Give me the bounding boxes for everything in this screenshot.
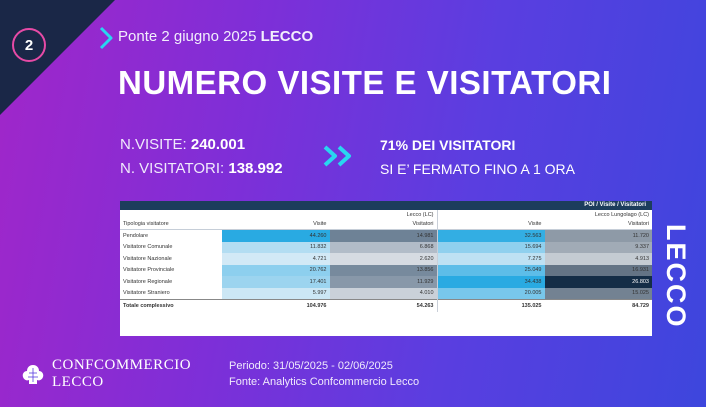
column-header-type: Tipologia visitatore	[120, 219, 222, 230]
row-label: Visitatore Nazionale	[123, 255, 172, 262]
table-cell-p1: 4.010	[329, 287, 437, 300]
total-label: Totale complessivo	[120, 299, 222, 312]
table-total-row: Totale complessivo 104.976 54.263 135.025 84…	[120, 299, 652, 312]
table-cell-v2: 7.275	[436, 253, 545, 265]
table-row: Pendolare 44.260 14.981 32.563 11.720	[120, 229, 652, 242]
table-cell-p1: 13.856	[329, 264, 437, 276]
headline-line2: SI E’ FERMATO FINO A 1 ORA	[380, 161, 576, 177]
table-cell-v1: 20.762	[222, 264, 330, 276]
column-header-visitatori: Visitatori	[544, 219, 652, 230]
table-row: Visitatore Comunale 11.832 6.868 15.694 9.33…	[120, 241, 652, 253]
side-city-label: LECCO	[661, 224, 691, 329]
visits-label: N.VISITE:	[120, 136, 187, 153]
total-cell-p2: 84.729	[544, 299, 652, 312]
visits-stat: N.VISITE: 240.001	[120, 133, 283, 157]
period-note: Periodo: 31/05/2025 - 02/06/2025	[229, 360, 393, 372]
row-label: Visitatore Comunale	[123, 244, 173, 251]
table-cell-v1: 11.832	[222, 241, 330, 253]
table-caption: POI / Visite / Visitatori	[120, 201, 652, 210]
visits-table-card: POI / Visite / Visitatori Lecco (LC) Lec…	[120, 201, 652, 336]
table-cell-p2: 16.931	[544, 264, 652, 276]
table-cell-v2: 25.049	[436, 264, 545, 276]
table-cell-v2: 15.694	[436, 241, 545, 253]
table-cell-p2: 15.025	[544, 287, 652, 300]
table-cell-p1: 6.868	[329, 241, 437, 253]
confcommercio-logo-icon	[22, 365, 44, 384]
page-title: NUMERO VISITE E VISITATORI	[118, 64, 612, 101]
table-row: Visitatore Regionale 17.401 11.929 34.438 26…	[120, 276, 652, 288]
visits-table: Lecco (LC) Lecco Lungolago (LC) Tipologi…	[120, 210, 652, 312]
table-cell-p2: 26.803	[544, 276, 652, 288]
subtitle-event: Ponte 2 giugno 2025	[118, 28, 257, 45]
visitors-label: N. VISITATORI:	[120, 160, 225, 177]
footer-notes: Periodo: 31/05/2025 - 02/06/2025 Fonte: …	[229, 358, 419, 390]
table-cell-p2: 9.337	[544, 241, 652, 253]
double-chevron-icon	[323, 145, 351, 167]
total-cell-v1: 104.976	[222, 299, 330, 312]
logo-line2: LECCO	[52, 374, 104, 390]
column-header-visite: Visite	[436, 219, 545, 230]
table-row: Visitatore Straniero 5.997 4.010 20.005 15.0…	[120, 287, 652, 300]
source-note: Fonte: Analytics Confcommercio Lecco	[229, 376, 420, 388]
slide-number-badge: 2	[12, 28, 46, 62]
table-row: Visitatore Provinciale 20.762 13.856 25.049…	[120, 264, 652, 276]
visitors-value: 138.992	[228, 160, 283, 177]
headline-block: 71% DEI VISITATORI SI E’ FERMATO FINO A …	[380, 133, 575, 181]
table-cell-p2: 4.913	[544, 253, 652, 265]
row-label: Visitatore Regionale	[123, 278, 173, 285]
row-label: Pendolare	[123, 232, 149, 239]
visits-value: 240.001	[190, 136, 246, 153]
table-cell-p1: 2.620	[329, 253, 437, 265]
table-cell-v1: 17.401	[222, 276, 330, 288]
table-cell-p2: 11.720	[544, 229, 652, 242]
slide-subtitle: Ponte 2 giugno 2025 LECCO	[118, 28, 313, 45]
logo-line1: CONFCOMMERCIO	[52, 357, 192, 373]
row-label: Visitatore Provinciale	[123, 267, 175, 274]
subtitle-city: LECCO	[260, 28, 314, 45]
table-cell-v1: 4.721	[222, 253, 330, 265]
group-header-lecco: Lecco (LC)	[406, 211, 434, 218]
table-row: Visitatore Nazionale 4.721 2.620 7.275 4.913	[120, 253, 652, 265]
headline-line1: 71% DEI VISITATORI	[380, 137, 516, 153]
table-cell-v1: 44.260	[222, 229, 330, 242]
table-cell-v2: 20.005	[436, 287, 545, 300]
total-cell-v2: 135.025	[436, 299, 545, 312]
table-cell-v2: 34.438	[436, 276, 545, 288]
confcommercio-logo: CONFCOMMERCIO LECCO	[52, 357, 191, 391]
column-header-visitatori: Visitatori	[329, 219, 437, 230]
table-cell-p1: 14.981	[329, 229, 437, 242]
table-cell-v2: 32.563	[436, 229, 545, 242]
table-cell-v1: 5.997	[222, 287, 330, 300]
row-label: Visitatore Straniero	[123, 290, 170, 297]
stats-block: N.VISITE: 240.001 N. VISITATORI: 138.992	[120, 133, 283, 181]
group-header-lungolago: Lecco Lungolago (LC)	[594, 211, 649, 218]
column-header-visite: Visite	[222, 219, 330, 230]
table-cell-p1: 11.929	[329, 276, 437, 288]
visitors-stat: N. VISITATORI: 138.992	[120, 157, 283, 181]
total-cell-p1: 54.263	[329, 299, 437, 312]
chevron-right-icon	[99, 26, 113, 50]
